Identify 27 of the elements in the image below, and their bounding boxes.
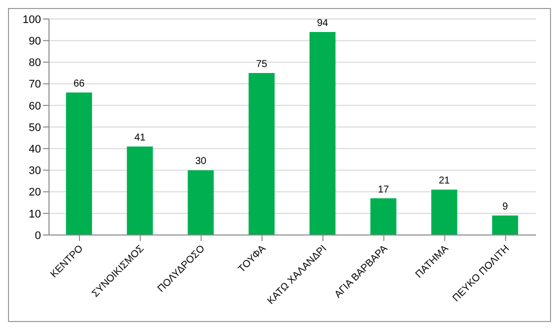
- y-tick-label: 80: [28, 57, 41, 70]
- data-label: 66: [73, 78, 85, 90]
- bar: [66, 92, 92, 235]
- y-tick-label: 70: [28, 78, 41, 91]
- data-label: 75: [256, 59, 268, 70]
- y-tick-label: 10: [28, 208, 41, 220]
- bar: [310, 32, 336, 235]
- data-label: 94: [316, 18, 328, 29]
- y-tick-label: 50: [28, 122, 41, 134]
- y-tick-label: 30: [28, 165, 41, 178]
- data-label: 21: [438, 176, 450, 187]
- y-tick-label: 40: [28, 144, 41, 156]
- bar: [370, 198, 396, 235]
- y-tick-label: 100: [22, 14, 41, 26]
- y-tick-label: 90: [28, 36, 41, 48]
- data-label: 9: [502, 202, 508, 213]
- bar: [431, 190, 458, 235]
- bar: [248, 73, 275, 235]
- bar: [126, 146, 153, 235]
- data-label: 41: [134, 132, 146, 144]
- bar: [492, 216, 518, 235]
- y-tick-label: 0: [34, 230, 41, 242]
- bar: [188, 170, 214, 235]
- data-label: 17: [378, 184, 390, 196]
- y-tick-label: 20: [28, 186, 41, 199]
- y-tick-label: 60: [28, 100, 41, 112]
- data-label: 30: [195, 156, 207, 168]
